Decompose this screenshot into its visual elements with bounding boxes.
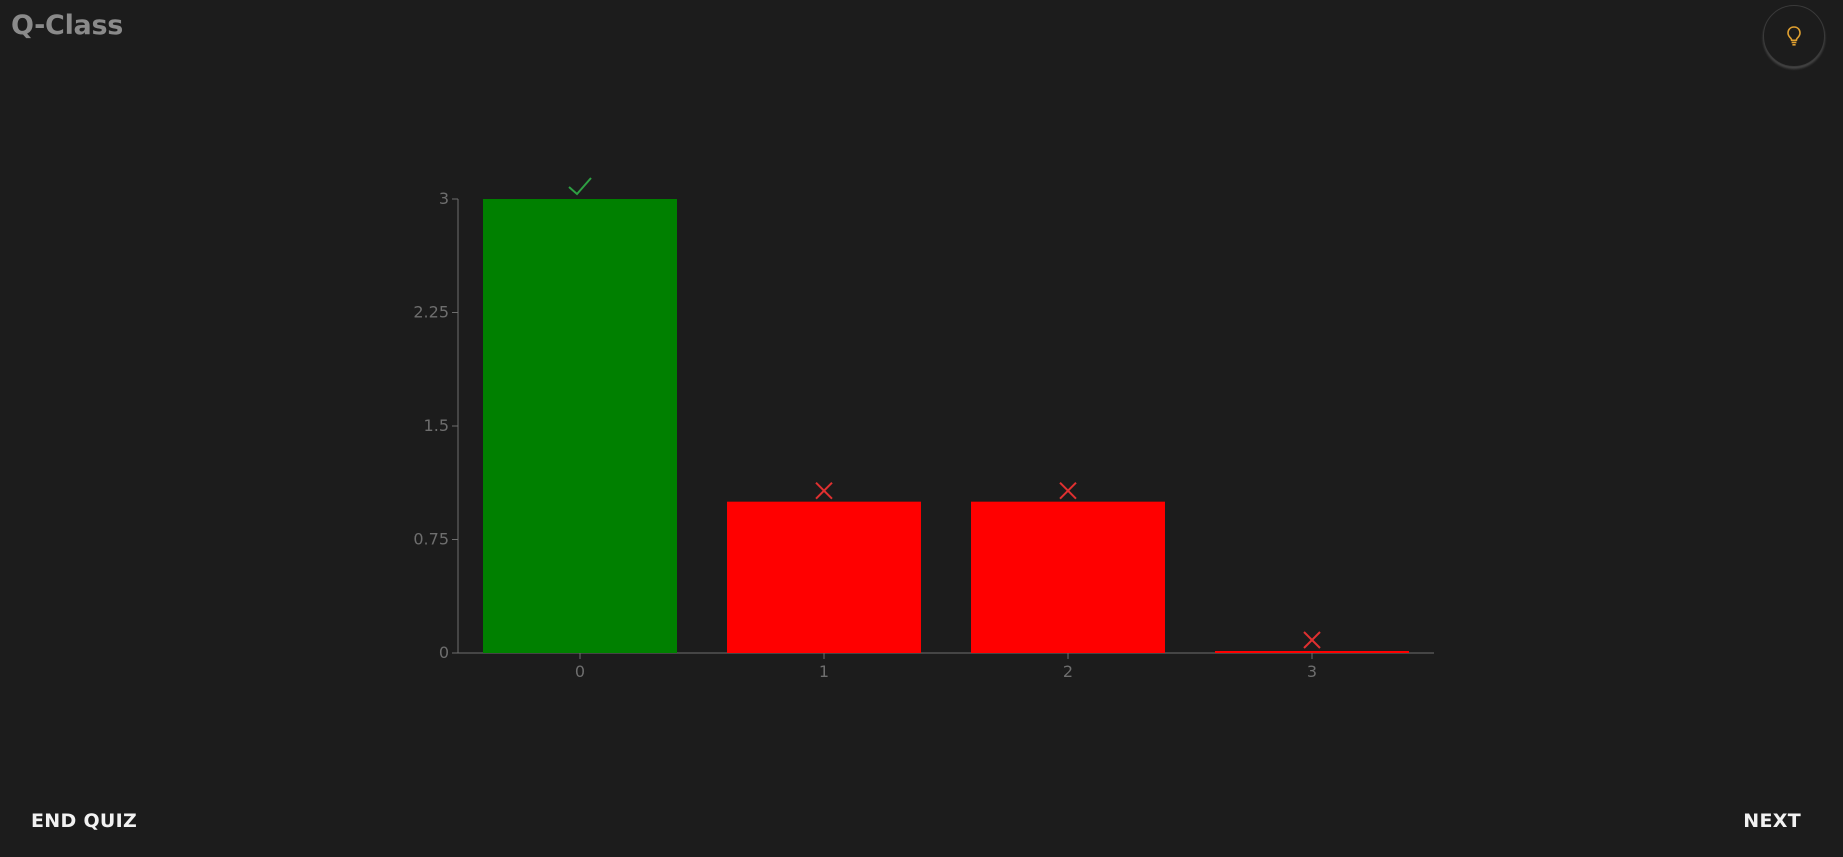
x-tick-label: 2 — [1063, 662, 1073, 681]
x-tick-label: 0 — [575, 662, 585, 681]
y-tick-label: 2.25 — [413, 303, 449, 322]
cross-icon — [1059, 481, 1077, 500]
check-icon — [568, 177, 592, 196]
lightbulb-icon — [1787, 26, 1801, 46]
y-tick-label: 3 — [439, 189, 449, 208]
theme-toggle-button[interactable] — [1763, 5, 1825, 67]
x-tick-label: 3 — [1307, 662, 1317, 681]
bar-2 — [971, 501, 1165, 653]
y-tick-label: 0 — [439, 643, 449, 662]
cross-icon — [1303, 631, 1321, 649]
bar-0 — [483, 199, 677, 653]
y-tick-label: 0.75 — [413, 530, 449, 549]
app-title: Q-Class — [11, 10, 123, 41]
bar-3 — [1215, 651, 1409, 653]
end-quiz-button[interactable]: END QUIZ — [31, 810, 138, 832]
x-tick-label: 1 — [819, 662, 829, 681]
cross-icon — [815, 481, 833, 500]
next-button[interactable]: NEXT — [1743, 810, 1801, 832]
y-tick-label: 1.5 — [424, 416, 449, 435]
bar-1 — [727, 501, 921, 653]
